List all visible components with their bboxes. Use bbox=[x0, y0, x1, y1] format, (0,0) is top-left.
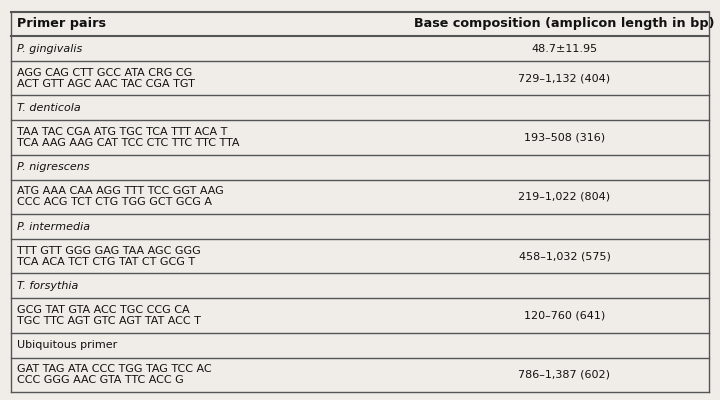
Text: 458–1,032 (575): 458–1,032 (575) bbox=[518, 251, 611, 261]
Text: P. nigrescens: P. nigrescens bbox=[17, 162, 89, 172]
Text: 48.7±11.95: 48.7±11.95 bbox=[531, 44, 598, 54]
Text: T. denticola: T. denticola bbox=[17, 103, 81, 113]
Text: Base composition (amplicon length in bp): Base composition (amplicon length in bp) bbox=[414, 18, 715, 30]
Text: ATG AAA CAA AGG TTT TCC GGT AAG: ATG AAA CAA AGG TTT TCC GGT AAG bbox=[17, 186, 224, 196]
Text: 193–508 (316): 193–508 (316) bbox=[524, 132, 605, 142]
Text: CCC GGG AAC GTA TTC ACC G: CCC GGG AAC GTA TTC ACC G bbox=[17, 375, 184, 385]
Text: T. forsythia: T. forsythia bbox=[17, 281, 78, 291]
Text: Primer pairs: Primer pairs bbox=[17, 18, 106, 30]
Text: GCG TAT GTA ACC TGC CCG CA: GCG TAT GTA ACC TGC CCG CA bbox=[17, 305, 189, 315]
Text: P. intermedia: P. intermedia bbox=[17, 222, 90, 232]
Text: ACT GTT AGC AAC TAC CGA TGT: ACT GTT AGC AAC TAC CGA TGT bbox=[17, 79, 195, 89]
Text: TCA AAG AAG CAT TCC CTC TTC TTC TTA: TCA AAG AAG CAT TCC CTC TTC TTC TTA bbox=[17, 138, 240, 148]
Text: AGG CAG CTT GCC ATA CRG CG: AGG CAG CTT GCC ATA CRG CG bbox=[17, 68, 192, 78]
Text: GAT TAG ATA CCC TGG TAG TCC AC: GAT TAG ATA CCC TGG TAG TCC AC bbox=[17, 364, 212, 374]
Text: 219–1,022 (804): 219–1,022 (804) bbox=[518, 192, 611, 202]
Text: TAA TAC CGA ATG TGC TCA TTT ACA T: TAA TAC CGA ATG TGC TCA TTT ACA T bbox=[17, 127, 228, 137]
Text: 120–760 (641): 120–760 (641) bbox=[524, 310, 605, 320]
Text: Ubiquitous primer: Ubiquitous primer bbox=[17, 340, 117, 350]
Text: TCA ACA TCT CTG TAT CT GCG T: TCA ACA TCT CTG TAT CT GCG T bbox=[17, 257, 195, 267]
Text: TGC TTC AGT GTC AGT TAT ACC T: TGC TTC AGT GTC AGT TAT ACC T bbox=[17, 316, 201, 326]
Text: P. gingivalis: P. gingivalis bbox=[17, 44, 82, 54]
Text: 786–1,387 (602): 786–1,387 (602) bbox=[518, 370, 611, 380]
Text: CCC ACG TCT CTG TGG GCT GCG A: CCC ACG TCT CTG TGG GCT GCG A bbox=[17, 197, 212, 207]
Text: 729–1,132 (404): 729–1,132 (404) bbox=[518, 73, 611, 83]
Text: TTT GTT GGG GAG TAA AGC GGG: TTT GTT GGG GAG TAA AGC GGG bbox=[17, 246, 201, 256]
